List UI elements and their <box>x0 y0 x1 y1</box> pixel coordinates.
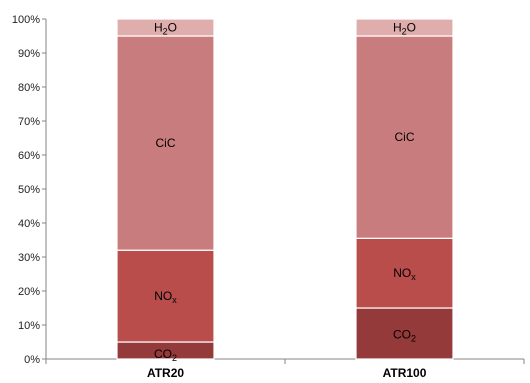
y-tick-label: 100% <box>12 14 40 26</box>
data-label-h2o: H2O <box>154 21 177 37</box>
data-label-nox: NOx <box>393 266 416 282</box>
y-tick-label: 20% <box>18 286 40 298</box>
y-tick-label: 10% <box>18 320 40 332</box>
x-tick-label: ATR100 <box>383 366 427 380</box>
y-tick-label: 80% <box>18 82 40 94</box>
segment-labels: CO2 NOx CiC H2O CO2 NOx CiC H2O <box>154 21 416 364</box>
bars <box>116 18 454 360</box>
y-tick-label: 40% <box>18 218 40 230</box>
y-tick-label: 70% <box>18 116 40 128</box>
axes: 0% 10% 20% 30% 40% 50% 60% 70% 80% 90% 100% ATR20 AT… <box>12 14 525 380</box>
data-label-cic: CiC <box>156 136 176 150</box>
bar-segment-h2o <box>116 18 215 37</box>
data-label-h2o: H2O <box>393 21 416 37</box>
bar-segment-h2o <box>355 18 454 37</box>
data-label-co2: CO2 <box>393 328 416 344</box>
y-tick-label: 60% <box>18 150 40 162</box>
data-label-cic: CiC <box>395 130 415 144</box>
x-tick-label: ATR20 <box>147 366 184 380</box>
data-label-co2: CO2 <box>154 347 177 363</box>
y-tick-label: 90% <box>18 48 40 60</box>
bar-segment-nox <box>355 237 454 309</box>
bar-segment-nox <box>116 249 215 343</box>
bar-segment-cic <box>116 35 215 251</box>
y-tick-label: 30% <box>18 252 40 264</box>
y-tick-label: 50% <box>18 184 40 196</box>
y-tick-label: 0% <box>24 354 40 366</box>
bar-segment-cic <box>355 35 454 239</box>
data-label-nox: NOx <box>154 289 177 305</box>
